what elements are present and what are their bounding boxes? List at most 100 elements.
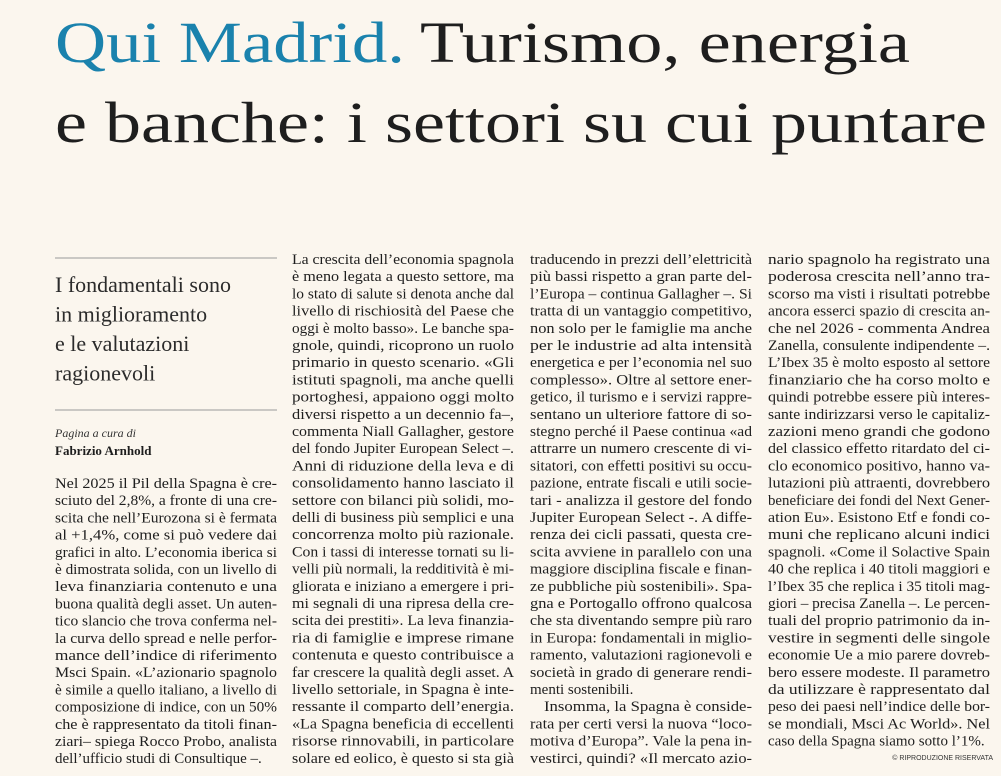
body-line: grafici in alto. L’economia iberica si xyxy=(55,545,277,561)
body-line: primario in questo scenario. «Gli xyxy=(292,355,514,371)
body-line: più bassi rispetto a gran parte del- xyxy=(530,269,752,285)
body-line: caso della Spagna siamo sotto l’1%. xyxy=(768,734,985,750)
body-line: ze pubbliche più sostenibili». Spa- xyxy=(530,579,752,595)
body-line: ressante il comparto dell’energia. xyxy=(292,699,514,715)
subtitle: ragionevoli xyxy=(55,361,155,386)
body-line: muni che replicano alcuni indici xyxy=(768,527,990,543)
body-line: menti sostenibili. xyxy=(530,682,633,698)
body-line: che sta diventando sempre più raro xyxy=(530,613,752,629)
body-line: energetica e per l’economia nel suo xyxy=(530,355,752,371)
body-line: La crescita dell’economia spagnola xyxy=(292,252,514,268)
body-line: scorso ma visti i risultati potrebbe xyxy=(768,286,990,302)
body-line: tuali del proprio patrimonio da in- xyxy=(768,613,990,629)
body-line: attrarre un numero crescente di vi- xyxy=(530,441,752,457)
body-line: consolidamento hanno lasciato il xyxy=(292,476,514,492)
body-line: ancora esserci spazio di crescita an- xyxy=(768,304,990,320)
body-line: tari - analizza il gestore del fondo xyxy=(530,493,752,509)
body-line: livello di rischiosità del Paese che xyxy=(292,304,514,320)
subtitle: e le valutazioni xyxy=(55,331,189,356)
body-line: tratta di un vantaggio competitivo, xyxy=(530,304,752,320)
body-line: ation Eu». Esistono Etf e fondi co- xyxy=(768,510,990,526)
body-line: L’Ibex 35 è molto esposto al settore xyxy=(768,355,990,371)
body-line: tico slancio che trova conferma nel- xyxy=(55,614,277,630)
body-line: che è rappresentato da titoli finan- xyxy=(55,717,277,733)
body-line: contenuta e questo contribuisce a xyxy=(292,648,514,664)
body-line: gliorata e iniziano a emergere i pri- xyxy=(292,579,514,595)
body-line: vestire in segmenti delle singole xyxy=(768,630,990,646)
body-line: lutazioni più attraenti, dovrebbero xyxy=(768,476,990,492)
body-line: quindi potrebbe essere più interes- xyxy=(768,390,990,406)
body-line: rata per certi versi la nuova “loco- xyxy=(530,716,752,732)
body-line: ramento, valutazioni ragionevoli e xyxy=(530,648,752,664)
body-line: 40 che replica i 40 titoli maggiori e xyxy=(768,562,990,578)
body-line: la curva dello spread e nelle perfor- xyxy=(55,631,277,647)
body-line: è dimostrata solida, con un livello di xyxy=(55,562,277,578)
body-line: bero essere modeste. Il parametro xyxy=(768,665,990,681)
body-line: l’Europa – continua Gallagher –. Si xyxy=(530,286,752,302)
body-line: ria di famiglie e imprese rimane xyxy=(292,630,514,646)
body-line: sante indirizzarsi verso le capitaliz- xyxy=(768,407,990,423)
body-line: economie Ue a mio parere dovreb- xyxy=(768,648,990,664)
body-line: poderosa crescita nell’anno tra- xyxy=(768,269,990,285)
body-line: stegno perché il Paese continua «ad xyxy=(530,424,753,440)
body-line: Zanella, consulente indipendente –. xyxy=(768,338,990,354)
body-line: non solo per le famiglie ma anche xyxy=(530,321,752,337)
body-line: ziari– spiega Rocco Probo, analista xyxy=(55,734,277,750)
author: Fabrizio Arnhold xyxy=(55,443,152,458)
body-line: sciuto del 2,8%, a fronte di una cre- xyxy=(55,493,277,509)
body-line: Jupiter European Select -. A diffe- xyxy=(530,510,752,526)
body-line: del fondo Jupiter European Select –. xyxy=(292,441,514,457)
body-line: velli più normali, la redditività è mi- xyxy=(292,562,514,578)
body-line: mance dell’indice di riferimento xyxy=(55,648,277,664)
body-line: traducendo in prezzi dell’elettricità xyxy=(530,252,752,268)
body-line: è meno legata a questo settore, ma xyxy=(292,269,514,285)
body-line: Nel 2025 il Pil della Spagna è cre- xyxy=(55,476,277,492)
body-line: che nel 2026 - commenta Andrea xyxy=(768,321,990,337)
body-line: sentano un ulteriore fattore di so- xyxy=(530,407,752,423)
body-line: leva finanziaria contenuto e una xyxy=(55,579,277,595)
body-line: se mondiali, Msci Ac World». Nel xyxy=(768,716,990,732)
body-line: per le industrie ad alta intensità xyxy=(530,338,752,354)
body-line: «La Spagna beneficia di eccellenti xyxy=(292,716,514,732)
body-line: peso dei paesi nell’indice delle bor- xyxy=(768,699,990,715)
body-line: buona qualità degli asset. Un auten- xyxy=(55,596,277,612)
body-line: da utilizzare è rappresentato dal xyxy=(768,682,990,698)
body-line: motiva d’Europa”. Vale la pena in- xyxy=(530,734,752,750)
body-line: commenta Niall Gallagher, gestore xyxy=(292,424,514,440)
body-line: complesso». Oltre al settore ener- xyxy=(530,372,752,388)
body-line: zazioni meno grandi che godono xyxy=(768,424,990,440)
body-line: nario spagnolo ha registrato una xyxy=(768,252,990,268)
body-line: solare ed eolico, è questo si sta già xyxy=(292,751,514,767)
body-line: beneficiare dei fondi del Next Gener- xyxy=(768,493,990,509)
subtitle: in miglioramento xyxy=(55,302,207,327)
body-line: al +1,4%, come si può vedere dai xyxy=(55,528,277,544)
body-line: istituti spagnoli, ma anche quelli xyxy=(292,372,514,388)
body-line: scita che nell’Eurozona si è fermata xyxy=(55,510,277,526)
body-line: far crescere la qualità degli asset. A xyxy=(292,665,514,681)
body-line: mi segnali di una ripresa della cre- xyxy=(292,596,514,612)
body-line: clo economico positivo, hanno va- xyxy=(768,458,990,474)
body-line: portoghesi, appaiono oggi molto xyxy=(292,390,514,406)
kicker: Qui Madrid. xyxy=(55,10,405,75)
body-line: gna e Portogallo offrono qualcosa xyxy=(530,596,752,612)
body-line: gnole, quindi, ricoprono un ruolo xyxy=(292,338,514,354)
body-line: maggiore disciplina fiscale e finan- xyxy=(530,562,752,578)
body-line: in Europa: fondamentali in miglio- xyxy=(530,630,752,646)
body-line: concorrenza molto più razionale. xyxy=(292,527,514,543)
body-line: Insomma, la Spagna è conside- xyxy=(544,699,752,715)
body-line: è simile a quello italiano, a livello di xyxy=(55,682,277,698)
body-line: scita avviene in parallelo con una xyxy=(530,544,752,560)
body-line: vestirci, quindi? «Il mercato azio- xyxy=(530,751,752,767)
body-line: settore con bilanci più solidi, mo- xyxy=(292,493,514,509)
subtitle: I fondamentali sono xyxy=(55,272,231,297)
body-line: lo stato di salute si denota anche dal xyxy=(292,286,514,302)
body-line: renza dei cicli passati, questa cre- xyxy=(530,527,752,543)
body-line: finanziario che ha corso molto e xyxy=(768,372,990,388)
byline-label: Pagina a cura di xyxy=(54,426,136,440)
headline: e banche: i settori su cui puntare xyxy=(55,90,987,155)
body-line: spagnoli. «Come il Solactive Spain xyxy=(768,544,991,560)
body-line: sitatori, con effetti positivi su occu- xyxy=(530,458,752,474)
body-line: risorse rinnovabili, in particolare xyxy=(292,734,514,750)
